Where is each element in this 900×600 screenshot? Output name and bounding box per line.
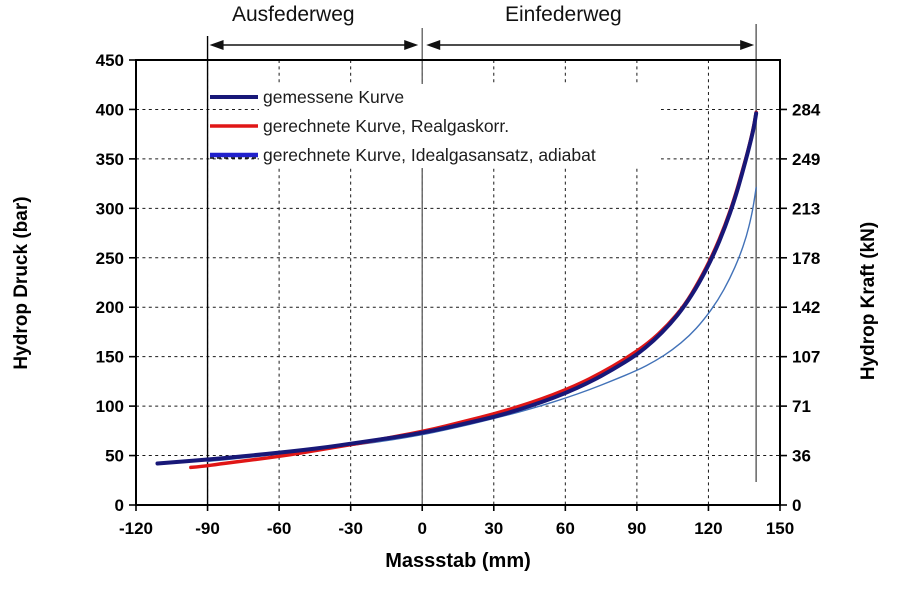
x-tick-label: 90 [627, 519, 646, 538]
y-left-tick-label: 450 [96, 51, 124, 70]
x-tick-label: 60 [556, 519, 575, 538]
rebound-arrow-left-arrowhead [209, 40, 224, 50]
y-left-tick-label: 0 [115, 496, 124, 515]
y-left-tick-label: 150 [96, 348, 124, 367]
legend-background [259, 84, 661, 168]
legend-label-realgas: gerechnete Kurve, Realgaskorr. [263, 116, 510, 136]
x-tick-label: 120 [694, 519, 722, 538]
x-axis-title: Massstab (mm) [385, 550, 531, 572]
legend-label-measured: gemessene Kurve [263, 87, 405, 107]
curve-measured [155, 111, 759, 466]
x-tick-label: -120 [119, 519, 153, 538]
x-tick-label: 150 [766, 519, 794, 538]
x-tick-label: -90 [195, 519, 220, 538]
y-left-tick-label: 100 [96, 397, 124, 416]
y-right-tick-label: 249 [792, 150, 820, 169]
y-right-tick-label: 36 [792, 447, 811, 466]
curve-idealgas [206, 186, 757, 463]
compression-arrow-right-arrowhead [740, 40, 755, 50]
rebound-range-label: Ausfederweg [232, 3, 355, 26]
y-right-tick-label: 178 [792, 249, 820, 268]
x-tick-label: -30 [338, 519, 363, 538]
rebound-arrow-right-arrowhead [404, 40, 419, 50]
y-right-tick-label: 284 [792, 100, 821, 119]
y-right-tick-label: 0 [792, 496, 801, 515]
x-tick-label: 30 [484, 519, 503, 538]
y-left-tick-label: 400 [96, 100, 124, 119]
y-left-tick-label: 200 [96, 298, 124, 317]
legend-label-idealgas: gerechnete Kurve, Idealgasansatz, adiaba… [263, 145, 596, 165]
compression-range-label: Einfederweg [505, 3, 622, 26]
y-left-tick-label: 250 [96, 249, 124, 268]
y-left-tick-label: 350 [96, 150, 124, 169]
x-tick-label: -60 [267, 519, 292, 538]
compression-arrow-left-arrowhead [426, 40, 441, 50]
y-left-tick-label: 50 [105, 447, 124, 466]
y-right-tick-label: 213 [792, 199, 820, 218]
plot-border [135, 59, 781, 506]
x-tick-label: 0 [417, 519, 426, 538]
y-right-tick-label: 107 [792, 348, 820, 367]
y-right-tick-label: 142 [792, 298, 820, 317]
y-left-tick-label: 300 [96, 199, 124, 218]
y-right-tick-label: 71 [792, 397, 811, 416]
